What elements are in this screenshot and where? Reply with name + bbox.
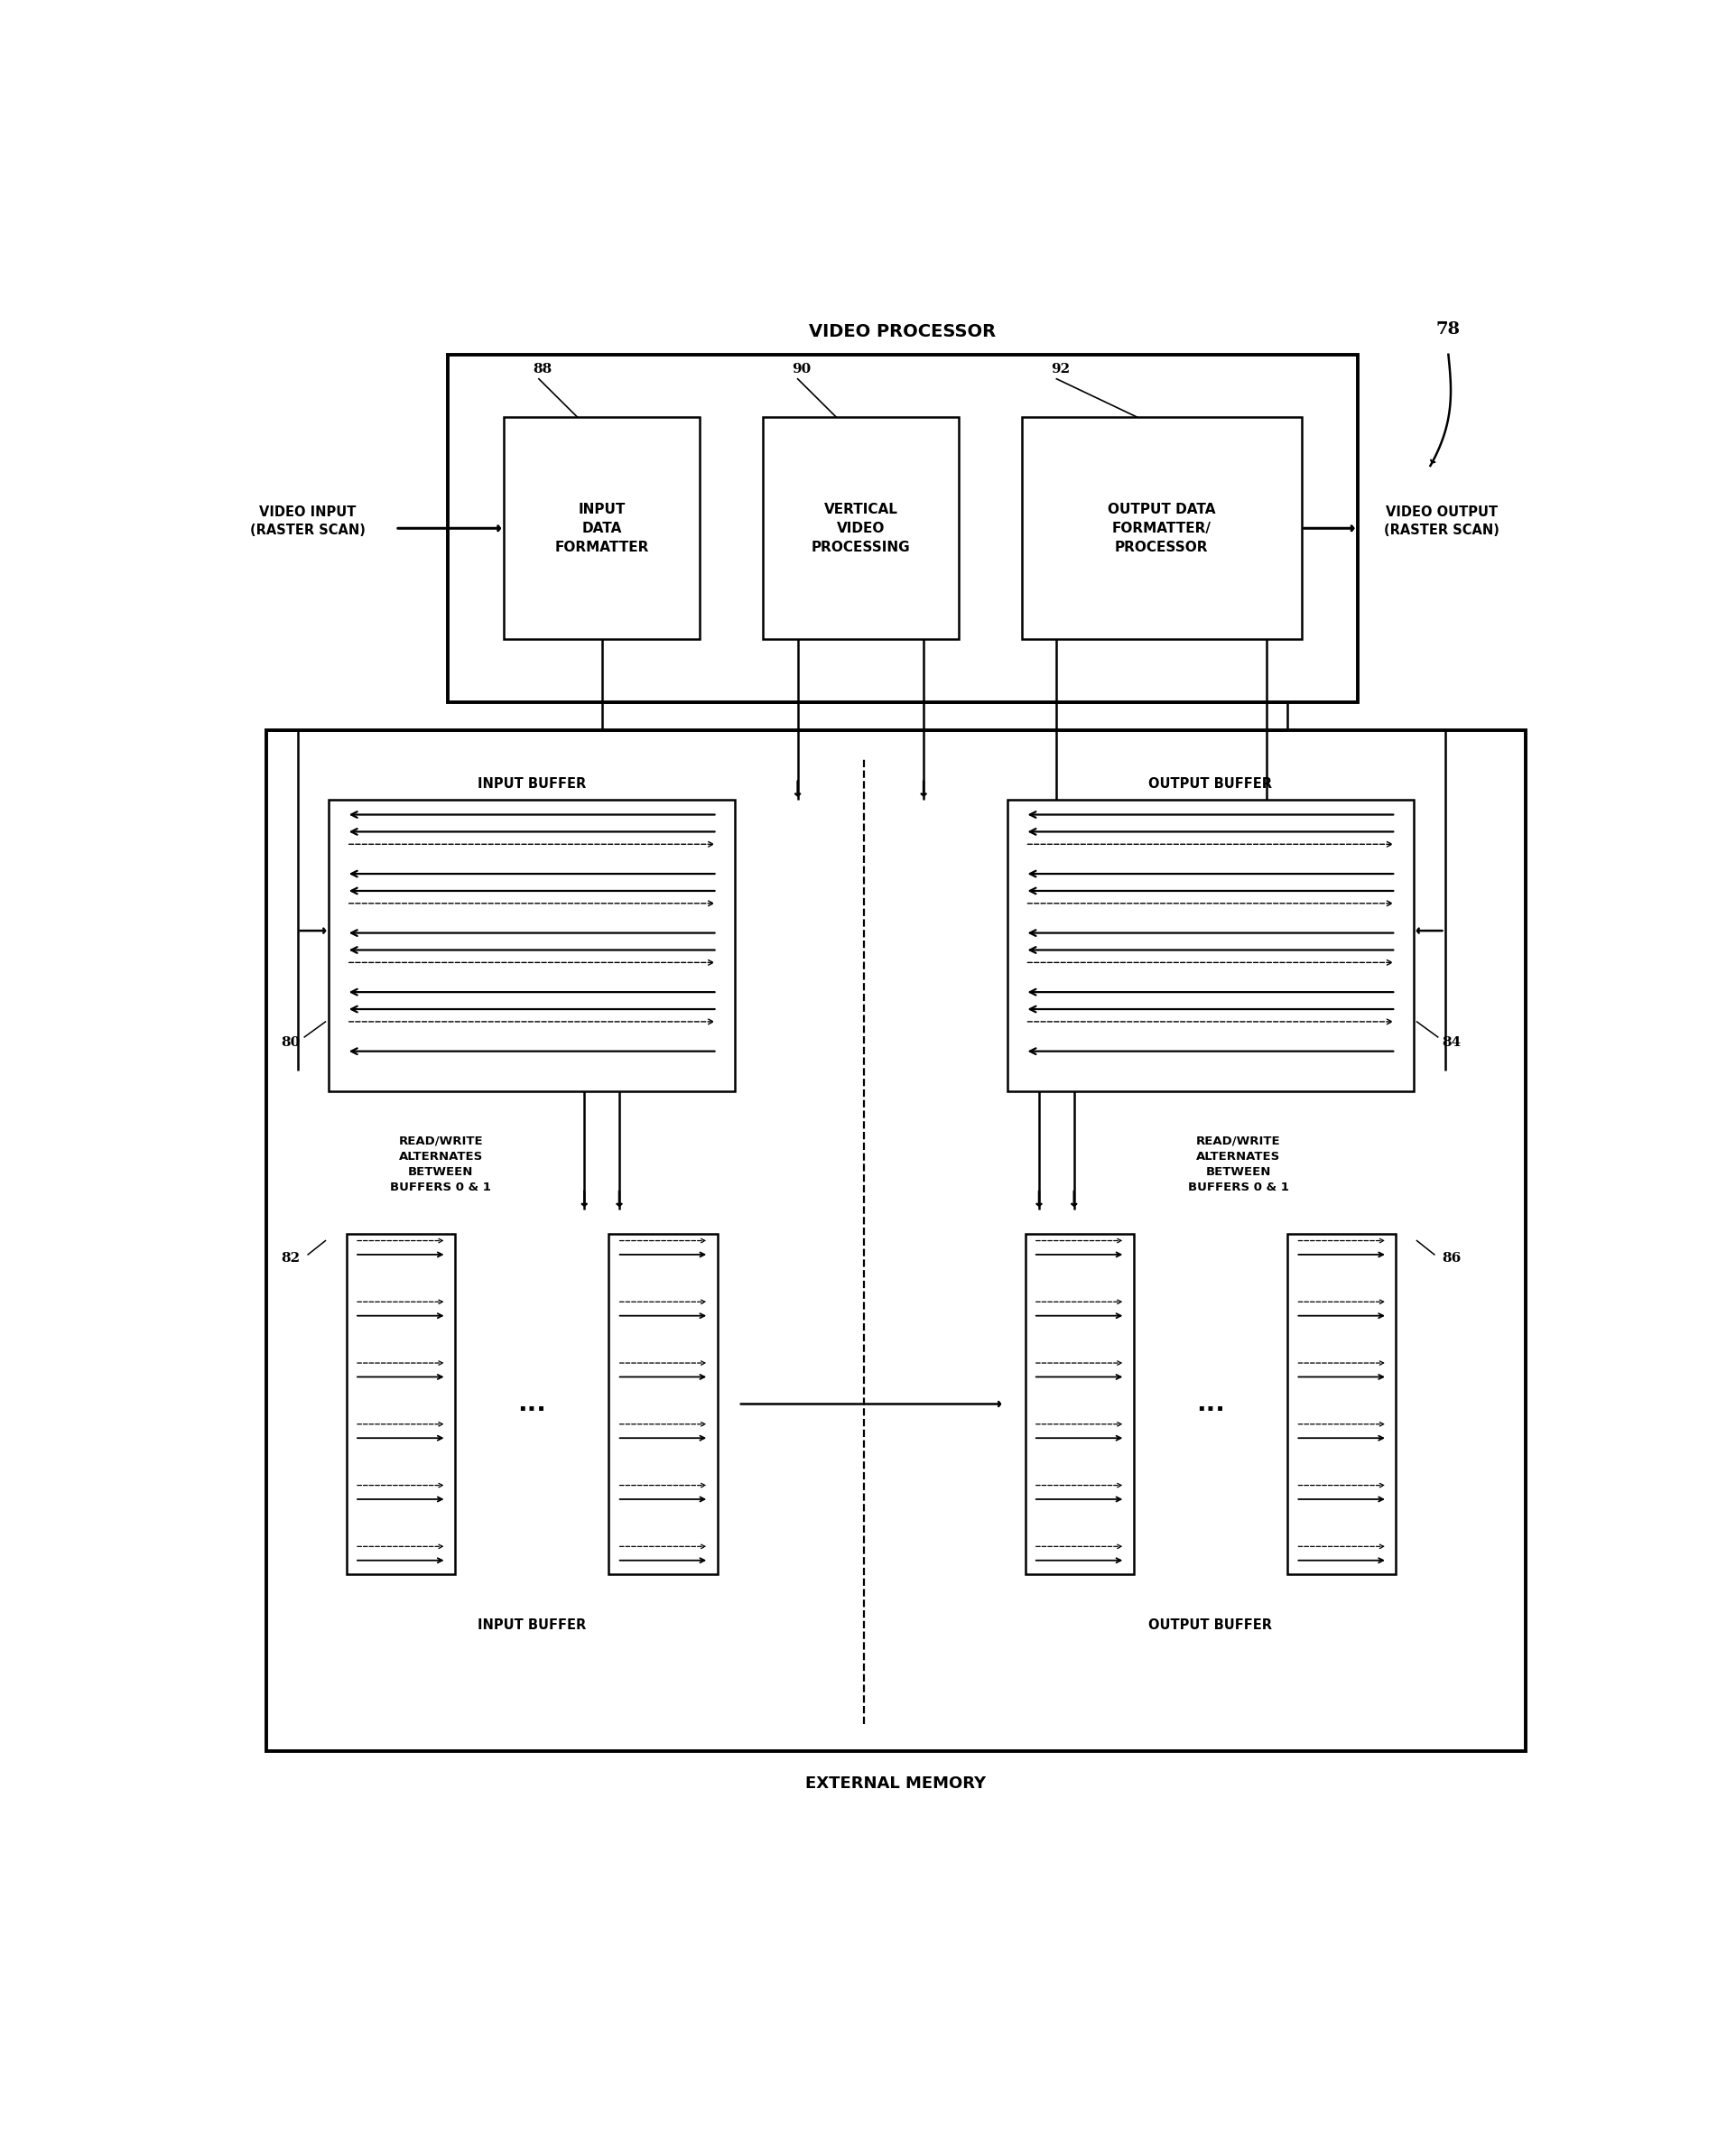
Bar (266, 729, 1526, 1753)
Text: 84: 84 (1443, 1036, 1462, 1049)
Text: OUTPUT DATA
FORMATTER/
PROCESSOR: OUTPUT DATA FORMATTER/ PROCESSOR (1108, 503, 1215, 554)
Bar (328, 800, 734, 1092)
Text: OUTPUT BUFFER: OUTPUT BUFFER (1149, 1618, 1272, 1631)
Text: 90: 90 (792, 362, 811, 375)
Text: INPUT BUFFER: INPUT BUFFER (477, 778, 587, 791)
Text: INPUT BUFFER: INPUT BUFFER (477, 1618, 587, 1631)
Text: VERTICAL
VIDEO
PROCESSING: VERTICAL VIDEO PROCESSING (811, 503, 910, 554)
Bar (1024, 1234, 1134, 1573)
Text: 88: 88 (533, 362, 552, 375)
Text: VIDEO INPUT
(RASTER SCAN): VIDEO INPUT (RASTER SCAN) (250, 505, 366, 537)
Text: OUTPUT BUFFER: OUTPUT BUFFER (1149, 778, 1272, 791)
Bar (609, 1234, 717, 1573)
Text: ...: ... (1196, 1392, 1226, 1416)
Text: EXTERNAL MEMORY: EXTERNAL MEMORY (806, 1776, 986, 1793)
Text: VIDEO OUTPUT
(RASTER SCAN): VIDEO OUTPUT (RASTER SCAN) (1384, 505, 1500, 537)
Text: 82: 82 (281, 1251, 300, 1264)
Bar (347, 1234, 455, 1573)
Text: 86: 86 (1443, 1251, 1462, 1264)
Text: READ/WRITE
ALTERNATES
BETWEEN
BUFFERS 0 & 1: READ/WRITE ALTERNATES BETWEEN BUFFERS 0 … (391, 1136, 491, 1194)
Bar (1007, 800, 1413, 1092)
Bar (503, 418, 700, 640)
Text: 80: 80 (281, 1036, 300, 1049)
Text: READ/WRITE
ALTERNATES
BETWEEN
BUFFERS 0 & 1: READ/WRITE ALTERNATES BETWEEN BUFFERS 0 … (1187, 1136, 1288, 1194)
Bar (1021, 418, 1302, 640)
Bar (762, 418, 958, 640)
Text: ...: ... (517, 1392, 547, 1416)
Text: 92: 92 (1050, 362, 1069, 375)
Text: 78: 78 (1436, 322, 1460, 337)
Bar (448, 354, 1358, 701)
Text: VIDEO PROCESSOR: VIDEO PROCESSOR (809, 324, 996, 341)
Text: INPUT
DATA
FORMATTER: INPUT DATA FORMATTER (556, 503, 649, 554)
Bar (1288, 1234, 1396, 1573)
